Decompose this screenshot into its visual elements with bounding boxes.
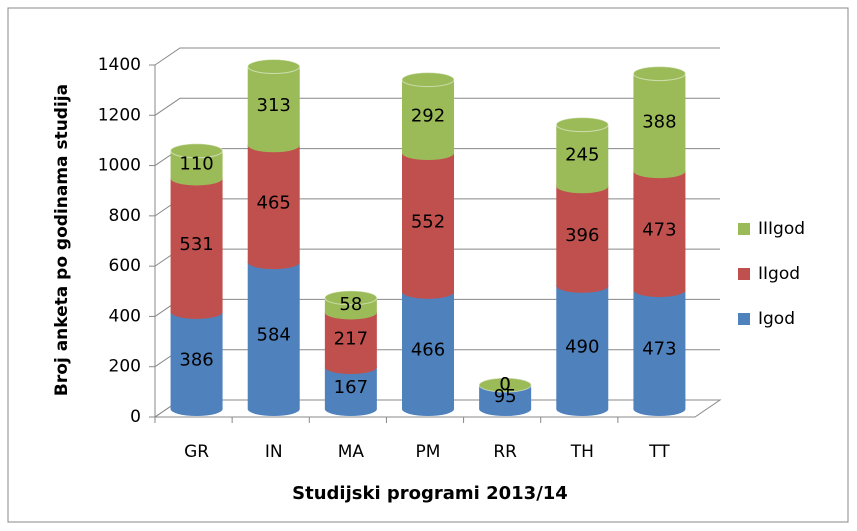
- value-label: 490: [565, 336, 599, 357]
- y-tick-label: 400: [109, 306, 141, 326]
- bar-segment: [247, 59, 300, 153]
- bar-segment: [247, 138, 300, 270]
- y-tick-label: 1200: [98, 105, 141, 125]
- value-label: 292: [411, 105, 445, 126]
- value-label: 386: [179, 349, 213, 370]
- legend-swatch: [738, 313, 750, 325]
- bar-segment: [402, 72, 454, 161]
- bar-cap: [170, 143, 224, 159]
- value-label: 473: [642, 220, 676, 241]
- bar-cap: [247, 59, 301, 75]
- grid-line: [154, 47, 720, 66]
- value-label: 217: [334, 329, 368, 350]
- value-label: 167: [334, 377, 368, 398]
- grid-line: [154, 97, 720, 116]
- bar-segment: [170, 304, 223, 416]
- value-label: 58: [339, 294, 362, 315]
- legend-swatch: [738, 268, 750, 280]
- value-label: 473: [642, 339, 676, 360]
- bar-segment: [324, 360, 377, 416]
- value-label: 0: [499, 374, 510, 395]
- bar-segment: [633, 164, 686, 298]
- bar-segment: [402, 284, 454, 416]
- x-tick-label: MA: [338, 442, 365, 462]
- x-tick-label: TT: [648, 442, 670, 462]
- bar-segment: [324, 305, 377, 375]
- bar-segment: [556, 117, 609, 194]
- bar-cap: [324, 290, 378, 306]
- value-label: 110: [179, 154, 213, 175]
- y-tick-label: 200: [109, 357, 141, 377]
- legend-label: Igod: [758, 309, 795, 329]
- legend-swatch: [738, 223, 750, 235]
- value-label: 0: [499, 374, 510, 395]
- value-label: 388: [642, 111, 676, 132]
- x-tick-label: TH: [570, 442, 594, 462]
- bar-segment: [247, 255, 300, 416]
- value-label: 313: [257, 95, 291, 116]
- bar-cap: [632, 66, 686, 82]
- value-label: 531: [179, 234, 213, 255]
- value-label: 466: [411, 339, 445, 360]
- value-label: 465: [257, 193, 291, 214]
- bar-cap: [478, 377, 532, 393]
- y-axis-title: Broj anketa po godinama studija: [52, 84, 72, 396]
- legend-label: IIgod: [758, 264, 800, 284]
- legend-label: IIIgod: [758, 219, 805, 239]
- bar-segment: [170, 171, 223, 319]
- bar-segment: [633, 283, 686, 416]
- value-label: 552: [411, 211, 445, 232]
- bar-cap: [555, 117, 609, 133]
- y-tick-label: 0: [130, 407, 141, 427]
- value-label: 584: [257, 325, 291, 346]
- x-tick-label: GR: [184, 442, 209, 462]
- x-tick-label: PM: [416, 442, 441, 462]
- y-tick-label: 600: [109, 256, 141, 276]
- bar-segment: [556, 179, 609, 293]
- x-tick-label: RR: [493, 442, 517, 462]
- y-tick-label: 800: [109, 206, 141, 226]
- y-tick-label: 1000: [98, 156, 141, 176]
- value-label: 95: [494, 386, 517, 407]
- x-axis-title: Studijski programi 2013/14: [292, 483, 568, 504]
- value-label: 245: [565, 144, 599, 165]
- value-label: 396: [565, 225, 599, 246]
- bar-segment: [402, 146, 454, 299]
- bar-segment: [556, 278, 609, 416]
- x-tick-label: IN: [265, 442, 283, 462]
- bar-cap: [401, 72, 455, 88]
- y-tick-label: 1400: [98, 55, 141, 75]
- bar-segment: [633, 66, 686, 179]
